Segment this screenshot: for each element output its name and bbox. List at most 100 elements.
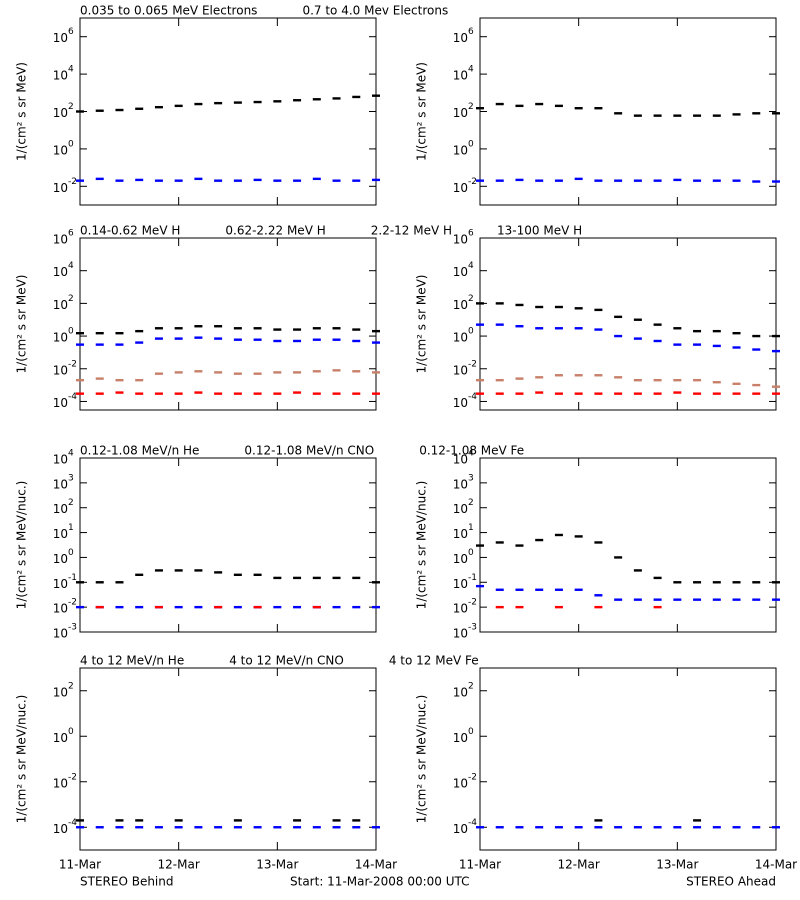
data-point: [515, 826, 524, 829]
data-point: [332, 392, 341, 395]
y-tick-label: 10: [453, 502, 468, 516]
data-point: [712, 381, 721, 384]
data-point: [633, 826, 642, 829]
data-point: [174, 819, 183, 822]
data-point: [633, 392, 642, 395]
legend-entry: 4 to 12 MeV/n CNO: [229, 654, 344, 668]
data-point: [772, 180, 780, 183]
data-point: [732, 598, 741, 601]
data-point: [594, 374, 603, 377]
data-point: [614, 315, 623, 319]
data-point: [772, 385, 780, 388]
y-tick-label: 10: [453, 577, 468, 591]
data-point: [115, 331, 124, 335]
data-point: [293, 576, 302, 580]
data-point: [476, 323, 484, 326]
y-tick-label: 10: [53, 627, 68, 641]
data-point: [214, 179, 223, 182]
data-point: [515, 605, 524, 609]
data-point: [535, 327, 544, 330]
y-tick-exponent: -2: [468, 772, 477, 782]
data-point: [253, 100, 262, 104]
data-point: [476, 544, 484, 547]
y-tick-label: 10: [53, 552, 68, 566]
data-point: [115, 108, 124, 112]
data-point: [253, 327, 262, 330]
data-point: [752, 581, 761, 584]
plot-frame: [479, 667, 777, 851]
y-tick-label: 10: [53, 453, 68, 467]
x-tick-label: 12-Mar: [158, 858, 200, 872]
data-point: [693, 114, 702, 117]
data-point: [332, 338, 341, 341]
y-tick-exponent: 0: [68, 727, 74, 737]
plot-frame: [479, 17, 777, 206]
data-point: [515, 377, 524, 380]
data-point: [115, 179, 124, 182]
data-point: [653, 826, 662, 829]
data-point: [273, 100, 282, 103]
data-point: [554, 533, 563, 537]
data-point: [476, 107, 484, 110]
y-tick-label: 10: [453, 143, 468, 157]
data-point: [673, 598, 682, 601]
data-point: [673, 327, 682, 330]
x-tick-label: 12-Mar: [558, 858, 600, 872]
y-tick-label: 10: [453, 552, 468, 566]
y-tick-label: 10: [453, 776, 468, 790]
data-point: [732, 382, 741, 386]
data-point: [194, 826, 203, 829]
data-point: [752, 392, 761, 395]
data-point: [76, 378, 84, 382]
data-point: [273, 179, 282, 182]
data-point: [752, 180, 761, 183]
y-tick-exponent: -2: [468, 598, 477, 608]
data-point: [476, 302, 484, 305]
data-point: [673, 343, 682, 346]
y-axis-title: 1/(cm² s sr MeV): [415, 62, 429, 161]
data-point: [115, 581, 124, 584]
y-tick-label: 10: [53, 577, 68, 591]
data-point: [772, 112, 780, 115]
legend-entry: 4 to 12 MeV/n He: [80, 654, 184, 668]
data-point: [653, 179, 662, 182]
data-point: [312, 826, 321, 829]
legend-entry: 0.7 to 4.0 Mev Electrons: [302, 4, 448, 18]
data-point: [574, 374, 583, 377]
data-point: [752, 348, 761, 351]
data-point: [495, 588, 504, 591]
y-tick-label: 10: [53, 731, 68, 745]
data-point: [293, 371, 302, 374]
y-tick-exponent: -2: [468, 359, 477, 369]
data-point: [95, 377, 104, 380]
data-point: [693, 598, 702, 601]
data-point: [574, 177, 583, 181]
data-point: [476, 826, 484, 829]
data-point: [476, 584, 484, 588]
data-point: [633, 114, 642, 117]
data-point: [633, 378, 642, 382]
data-point: [76, 826, 84, 829]
data-point: [312, 177, 321, 181]
data-point: [772, 598, 780, 601]
y-tick-exponent: -1: [468, 573, 477, 583]
data-point: [135, 573, 144, 577]
data-point: [214, 101, 223, 105]
data-point: [673, 378, 682, 382]
data-point: [554, 826, 563, 829]
y-tick-label: 10: [453, 527, 468, 541]
data-point: [554, 327, 563, 330]
data-point: [693, 343, 702, 346]
data-point: [712, 826, 721, 829]
data-point: [732, 346, 741, 349]
data-point: [293, 605, 302, 609]
data-point: [135, 107, 144, 110]
data-point: [614, 556, 623, 559]
y-tick-exponent: 4: [68, 261, 74, 271]
data-point: [574, 307, 583, 310]
y-tick-label: 10: [453, 396, 468, 410]
data-point: [495, 605, 504, 609]
data-point: [372, 826, 380, 829]
data-point: [154, 569, 163, 572]
data-point: [372, 94, 380, 97]
